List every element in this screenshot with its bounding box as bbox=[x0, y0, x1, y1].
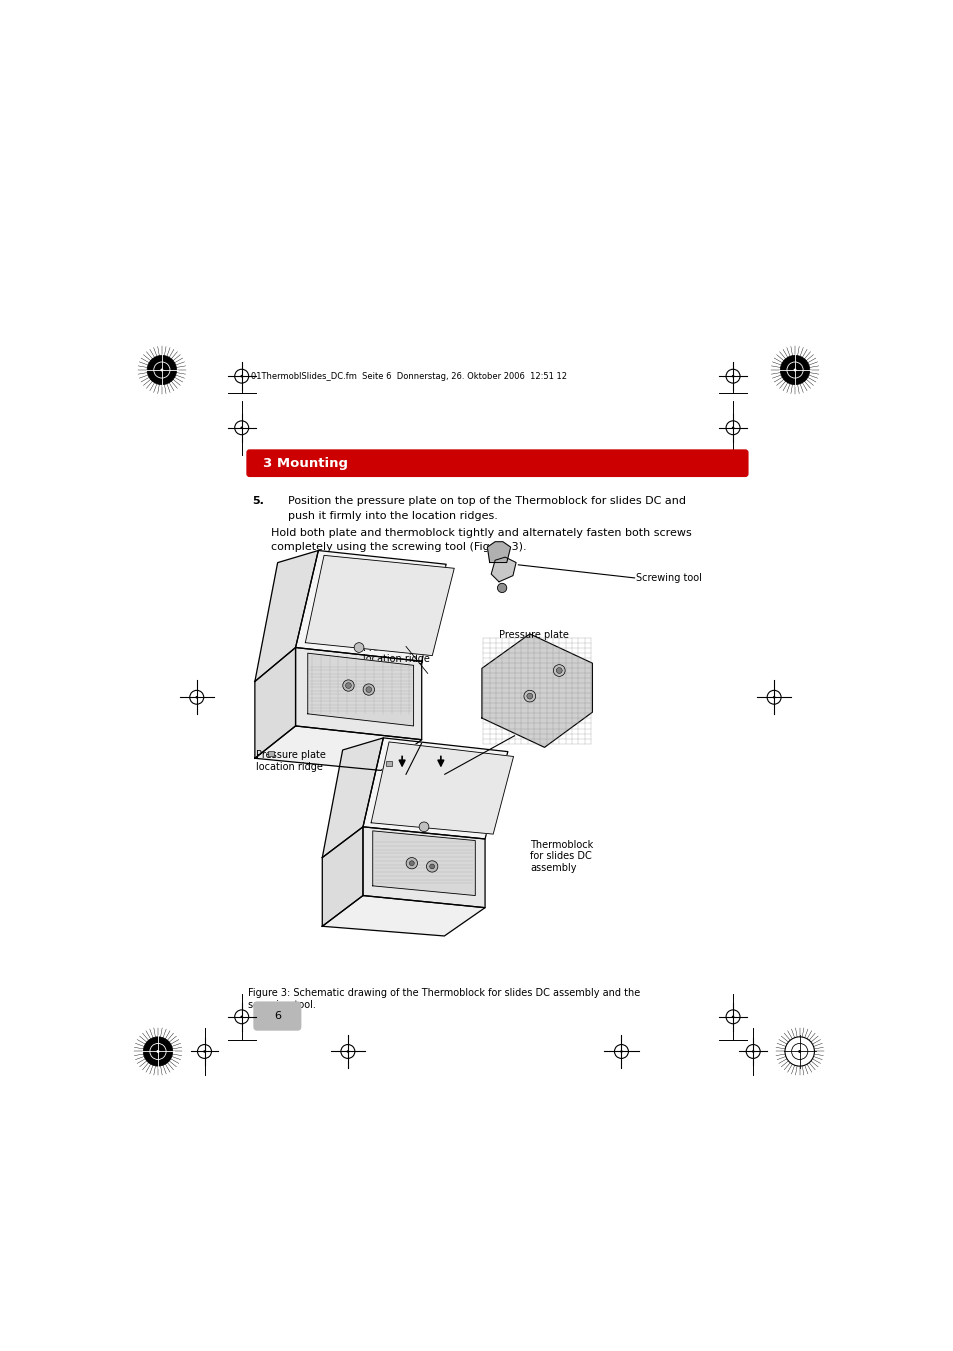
Circle shape bbox=[798, 1050, 801, 1052]
Text: Figure 3: Schematic drawing of the Thermoblock for slides DC assembly and the: Figure 3: Schematic drawing of the Therm… bbox=[248, 989, 639, 998]
Polygon shape bbox=[254, 647, 295, 758]
Text: Pressure plate: Pressure plate bbox=[498, 631, 568, 640]
Circle shape bbox=[346, 1050, 349, 1052]
Text: Pressure plate
location ridge: Pressure plate location ridge bbox=[363, 643, 433, 665]
Polygon shape bbox=[362, 827, 484, 908]
Text: 3 Mounting: 3 Mounting bbox=[263, 457, 348, 470]
Circle shape bbox=[731, 376, 734, 377]
Polygon shape bbox=[322, 827, 362, 927]
Text: 01ThermoblSlides_DC.fm  Seite 6  Donnerstag, 26. Oktober 2006  12:51 12: 01ThermoblSlides_DC.fm Seite 6 Donnersta… bbox=[251, 372, 566, 381]
Text: Hold both plate and thermoblock tightly and alternately fasten both screws: Hold both plate and thermoblock tightly … bbox=[271, 528, 691, 538]
Polygon shape bbox=[254, 725, 421, 770]
Polygon shape bbox=[487, 542, 510, 562]
Polygon shape bbox=[295, 550, 446, 661]
Text: 5.: 5. bbox=[253, 496, 264, 507]
Circle shape bbox=[363, 684, 375, 696]
Circle shape bbox=[731, 1016, 734, 1019]
Polygon shape bbox=[295, 647, 421, 740]
Circle shape bbox=[751, 1050, 754, 1052]
Circle shape bbox=[553, 665, 564, 677]
Circle shape bbox=[497, 584, 506, 593]
Polygon shape bbox=[305, 555, 454, 655]
Circle shape bbox=[619, 1050, 622, 1052]
Text: screwing tool.: screwing tool. bbox=[248, 1000, 315, 1011]
Circle shape bbox=[143, 1036, 172, 1066]
Circle shape bbox=[780, 355, 809, 385]
Polygon shape bbox=[371, 742, 513, 834]
Circle shape bbox=[345, 682, 351, 689]
Text: Pressure plate
location ridge: Pressure plate location ridge bbox=[255, 750, 325, 771]
Circle shape bbox=[523, 690, 536, 703]
Polygon shape bbox=[322, 896, 484, 936]
Circle shape bbox=[240, 1016, 243, 1019]
Circle shape bbox=[731, 427, 734, 430]
Circle shape bbox=[409, 861, 414, 866]
Circle shape bbox=[156, 1050, 159, 1052]
Bar bbox=[385, 761, 392, 766]
FancyBboxPatch shape bbox=[253, 1001, 301, 1031]
Text: push it firmly into the location ridges.: push it firmly into the location ridges. bbox=[288, 511, 497, 521]
Text: completely using the screwing tool (Figure 3).: completely using the screwing tool (Figu… bbox=[271, 543, 526, 553]
Text: 6: 6 bbox=[274, 1012, 280, 1021]
Circle shape bbox=[342, 680, 354, 692]
Circle shape bbox=[240, 427, 243, 430]
Circle shape bbox=[793, 369, 796, 372]
Polygon shape bbox=[254, 550, 318, 681]
Polygon shape bbox=[362, 738, 507, 839]
Circle shape bbox=[429, 865, 435, 869]
Circle shape bbox=[195, 696, 198, 698]
Polygon shape bbox=[491, 557, 516, 582]
Circle shape bbox=[772, 696, 775, 698]
Circle shape bbox=[147, 355, 176, 385]
Circle shape bbox=[526, 693, 532, 698]
Circle shape bbox=[426, 861, 437, 873]
Circle shape bbox=[354, 643, 363, 653]
Circle shape bbox=[406, 858, 417, 869]
FancyBboxPatch shape bbox=[246, 450, 748, 477]
Text: Thermoblock
for slides DC
assembly: Thermoblock for slides DC assembly bbox=[530, 840, 593, 873]
Bar bbox=[268, 751, 274, 755]
Circle shape bbox=[203, 1050, 206, 1052]
Circle shape bbox=[160, 369, 163, 372]
Circle shape bbox=[240, 376, 243, 377]
Text: Position the pressure plate on top of the Thermoblock for slides DC and: Position the pressure plate on top of th… bbox=[288, 496, 685, 507]
Circle shape bbox=[784, 1036, 814, 1066]
Polygon shape bbox=[308, 653, 413, 725]
Polygon shape bbox=[322, 738, 383, 858]
Circle shape bbox=[366, 686, 372, 693]
Circle shape bbox=[418, 821, 429, 832]
Circle shape bbox=[556, 667, 561, 673]
Polygon shape bbox=[481, 634, 592, 747]
Text: Screwing tool: Screwing tool bbox=[636, 573, 701, 582]
Polygon shape bbox=[373, 831, 475, 896]
